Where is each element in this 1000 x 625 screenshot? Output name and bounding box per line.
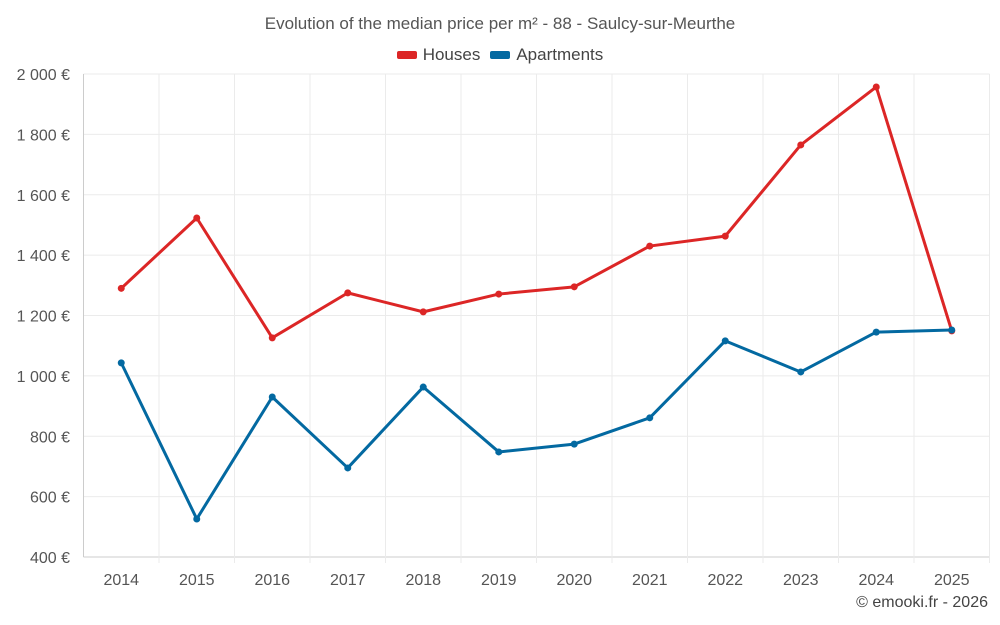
data-point-houses [117, 284, 125, 292]
data-point-apartments [495, 448, 503, 456]
x-tick-label: 2020 [556, 572, 592, 589]
legend-swatch-houses [396, 51, 417, 59]
legend-swatch-apartments [490, 51, 511, 59]
data-point-houses [495, 290, 503, 298]
data-point-houses [570, 283, 578, 291]
data-point-apartments [268, 393, 276, 401]
legend-label-apartments: Apartments [516, 45, 604, 64]
data-point-apartments [117, 359, 125, 367]
y-tick-label: 1 600 € [17, 188, 70, 205]
series-line-houses [120, 85, 954, 340]
x-tick-label: 2023 [783, 572, 819, 589]
data-point-apartments [193, 515, 201, 523]
y-tick-label: 1 000 € [17, 369, 70, 386]
data-point-apartments [344, 464, 352, 472]
legend-item-houses[interactable]: Houses [396, 45, 481, 65]
y-tick-label: 1 400 € [17, 248, 70, 265]
x-tick-label: 2022 [707, 572, 743, 589]
y-tick-label: 1 200 € [17, 309, 70, 326]
data-point-apartments [948, 326, 956, 334]
legend-item-apartments[interactable]: Apartments [490, 45, 603, 65]
y-tick-label: 400 € [30, 550, 70, 567]
x-tick-label: 2018 [405, 572, 441, 589]
data-point-houses [344, 289, 352, 297]
y-tick-label: 2 000 € [17, 67, 70, 84]
y-tick-label: 800 € [30, 429, 70, 446]
data-point-houses [721, 232, 729, 240]
x-tick-label: 2025 [934, 572, 970, 589]
series-line-apartments [119, 328, 952, 521]
data-point-apartments [570, 440, 578, 448]
x-tick-label: 2024 [858, 572, 894, 589]
data-point-houses [193, 214, 201, 222]
x-tick-label: 2019 [481, 572, 517, 589]
data-point-houses [872, 83, 880, 91]
x-tick-label: 2017 [330, 572, 366, 589]
x-tick-label: 2015 [179, 572, 215, 589]
x-tick-label: 2021 [632, 572, 668, 589]
y-tick-label: 600 € [30, 490, 70, 507]
data-point-apartments [646, 414, 654, 422]
legend: Houses Apartments [0, 45, 1000, 65]
data-point-houses [419, 308, 427, 316]
legend-label-houses: Houses [422, 45, 481, 64]
data-point-houses [268, 334, 276, 342]
data-point-apartments [419, 383, 427, 391]
credit-text: © emooki.fr - 2026 [856, 594, 988, 611]
chart-title: Evolution of the median price per m² - 8… [264, 14, 736, 33]
data-point-apartments [872, 328, 880, 336]
data-point-houses [797, 141, 805, 149]
data-point-apartments [721, 337, 729, 345]
x-tick-label: 2014 [103, 572, 139, 589]
x-tick-label: 2016 [254, 572, 290, 589]
y-tick-label: 1 800 € [17, 127, 70, 144]
data-point-apartments [797, 368, 805, 376]
data-point-houses [646, 242, 654, 250]
